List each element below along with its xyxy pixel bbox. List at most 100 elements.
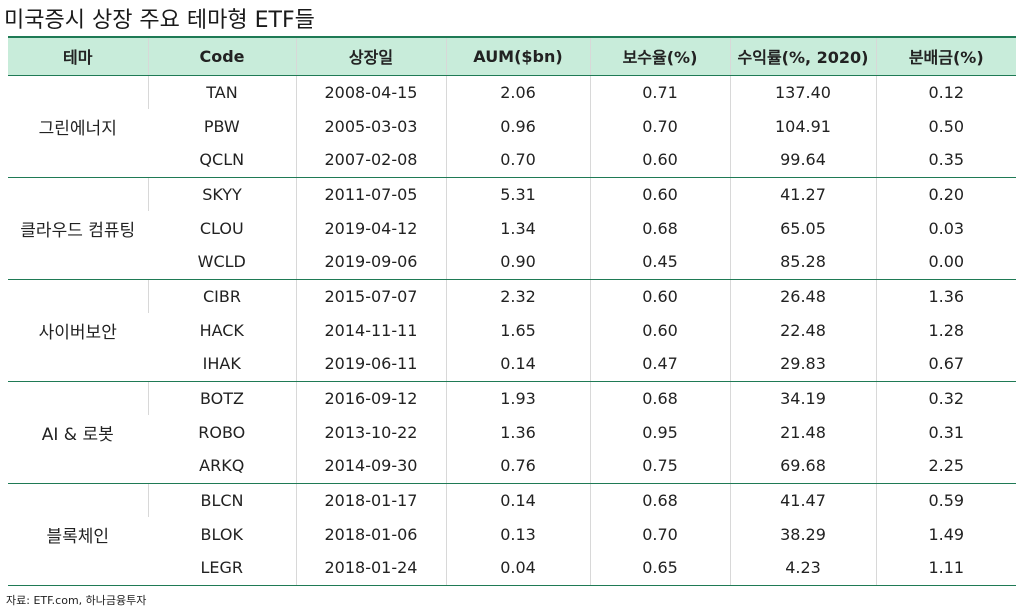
cell-theme: 블록체인 [8, 483, 148, 586]
cell-dividend: 0.00 [875, 245, 1016, 280]
header-listing-date: 상장일 [295, 36, 446, 76]
header-return: 수익률(%, 2020) [729, 36, 876, 76]
cell-code: BOTZ [147, 381, 296, 415]
cell-listing-date: 2016-09-12 [295, 381, 446, 415]
cell-theme: AI & 로봇 [8, 381, 148, 484]
cell-code: IHAK [148, 347, 296, 382]
cell-code: WCLD [148, 245, 296, 280]
cell-return: 34.19 [729, 381, 876, 415]
page-title: 미국증시 상장 주요 테마형 ETF들 [4, 8, 315, 33]
table-row: QCLN 2007-02-08 0.70 0.60 99.64 0.35 [8, 143, 1016, 178]
cell-code: ROBO [198, 422, 246, 442]
cell-dividend: 0.35 [875, 143, 1016, 178]
cell-aum: 0.76 [445, 449, 590, 484]
cell-fee: 0.71 [589, 75, 730, 109]
cell-fee: 0.68 [589, 483, 730, 517]
cell-listing-date: 2018-01-17 [295, 483, 446, 517]
cell-code: BLOK [200, 524, 243, 544]
cell-fee: 0.65 [589, 551, 730, 586]
cell-return: 41.47 [729, 483, 876, 517]
cell-theme: 사이버보안 [8, 279, 148, 382]
cell-theme: 클라우드 컴퓨팅 [8, 177, 148, 280]
cell-fee: 0.70 [589, 517, 730, 551]
cell-fee: 0.68 [589, 381, 730, 415]
cell-dividend: 1.11 [875, 551, 1016, 586]
cell-return: 104.91 [729, 109, 876, 143]
cell-dividend: 0.67 [875, 347, 1016, 382]
table-row: 사이버보안 CIBR 2015-07-07 2.32 0.60 26.48 1.36 [8, 279, 1016, 382]
cell-code: LEGR [148, 551, 296, 586]
cell-dividend: 1.49 [875, 517, 1016, 551]
cell-aum: 0.13 [445, 517, 590, 551]
table-row: AI & 로봇 BOTZ 2016-09-12 1.93 0.68 34.19 0.32 [8, 381, 1016, 484]
cell-aum: 0.90 [445, 245, 590, 280]
cell-return: 26.48 [729, 279, 876, 313]
cell-dividend: 1.28 [875, 313, 1016, 347]
cell-code: TAN [147, 75, 296, 109]
table-row: ARKQ 2014-09-30 0.76 0.75 69.68 2.25 [8, 449, 1016, 484]
cell-fee: 0.75 [589, 449, 730, 484]
source-note: 자료: ETF.com, 하나금융투자 [6, 594, 147, 607]
cell-aum: 1.65 [445, 313, 590, 347]
cell-listing-date: 2008-04-15 [295, 75, 446, 109]
cell-listing-date: 2013-10-22 [295, 415, 446, 449]
cell-code: PBW [203, 116, 240, 136]
cell-fee: 0.70 [589, 109, 730, 143]
cell-aum: 0.70 [445, 143, 590, 178]
cell-fee: 0.47 [589, 347, 730, 382]
cell-return: 69.68 [729, 449, 876, 484]
cell-aum: 0.96 [445, 109, 590, 143]
header-fee: 보수율(%) [589, 36, 730, 76]
cell-aum: 0.04 [445, 551, 590, 586]
cell-listing-date: 2019-09-06 [295, 245, 446, 280]
cell-code: SKYY [147, 177, 296, 211]
cell-code: HACK [199, 320, 244, 340]
cell-return: 22.48 [729, 313, 876, 347]
cell-listing-date: 2014-09-30 [295, 449, 446, 484]
table-row: 그린에너지 TAN 2008-04-15 2.06 0.71 137.40 0.12 [8, 75, 1016, 178]
cell-dividend: 0.03 [875, 211, 1016, 245]
cell-listing-date: 2019-04-12 [295, 211, 446, 245]
cell-listing-date: 2007-02-08 [295, 143, 446, 178]
cell-return: 38.29 [729, 517, 876, 551]
cell-return: 99.64 [729, 143, 876, 178]
table-row: ROBO 2013-10-22 1.36 0.95 21.48 0.31 [8, 415, 1016, 449]
etf-table: 테마 Code 상장일 AUM($bn) 보수율(%) 수익률(%, 2020)… [8, 36, 1016, 586]
table-header-row: 테마 Code 상장일 AUM($bn) 보수율(%) 수익률(%, 2020)… [8, 36, 1016, 76]
cell-code: CLOU [199, 218, 244, 238]
cell-return: 4.23 [729, 551, 876, 586]
cell-aum: 2.32 [445, 279, 590, 313]
cell-listing-date: 2014-11-11 [295, 313, 446, 347]
cell-return: 65.05 [729, 211, 876, 245]
cell-code: BLCN [147, 483, 296, 517]
header-code: Code [147, 36, 296, 76]
cell-listing-date: 2018-01-06 [295, 517, 446, 551]
cell-dividend: 0.31 [875, 415, 1016, 449]
cell-dividend: 2.25 [875, 449, 1016, 484]
cell-fee: 0.45 [589, 245, 730, 280]
cell-aum: 5.31 [445, 177, 590, 211]
cell-return: 137.40 [729, 75, 876, 109]
table-row: LEGR 2018-01-24 0.04 0.65 4.23 1.11 [8, 551, 1016, 586]
cell-code: QCLN [148, 143, 296, 178]
cell-aum: 1.93 [445, 381, 590, 415]
cell-aum: 1.36 [445, 415, 590, 449]
cell-dividend: 1.36 [875, 279, 1016, 313]
cell-return: 85.28 [729, 245, 876, 280]
cell-dividend: 0.20 [875, 177, 1016, 211]
cell-fee: 0.95 [589, 415, 730, 449]
cell-listing-date: 2005-03-03 [295, 109, 446, 143]
table-row: 클라우드 컴퓨팅 SKYY 2011-07-05 5.31 0.60 41.27 0.20 [8, 177, 1016, 280]
cell-return: 21.48 [729, 415, 876, 449]
header-theme: 테마 [8, 36, 148, 76]
table-row: HACK 2014-11-11 1.65 0.60 22.48 1.28 [8, 313, 1016, 347]
cell-listing-date: 2019-06-11 [295, 347, 446, 382]
table-row: PBW 2005-03-03 0.96 0.70 104.91 0.50 [8, 109, 1016, 143]
cell-dividend: 0.32 [875, 381, 1016, 415]
cell-fee: 0.60 [589, 279, 730, 313]
table-row: IHAK 2019-06-11 0.14 0.47 29.83 0.67 [8, 347, 1016, 382]
table-row: CLOU 2019-04-12 1.34 0.68 65.05 0.03 [8, 211, 1016, 245]
cell-return: 29.83 [729, 347, 876, 382]
cell-aum: 1.34 [445, 211, 590, 245]
header-aum: AUM($bn) [445, 36, 590, 76]
